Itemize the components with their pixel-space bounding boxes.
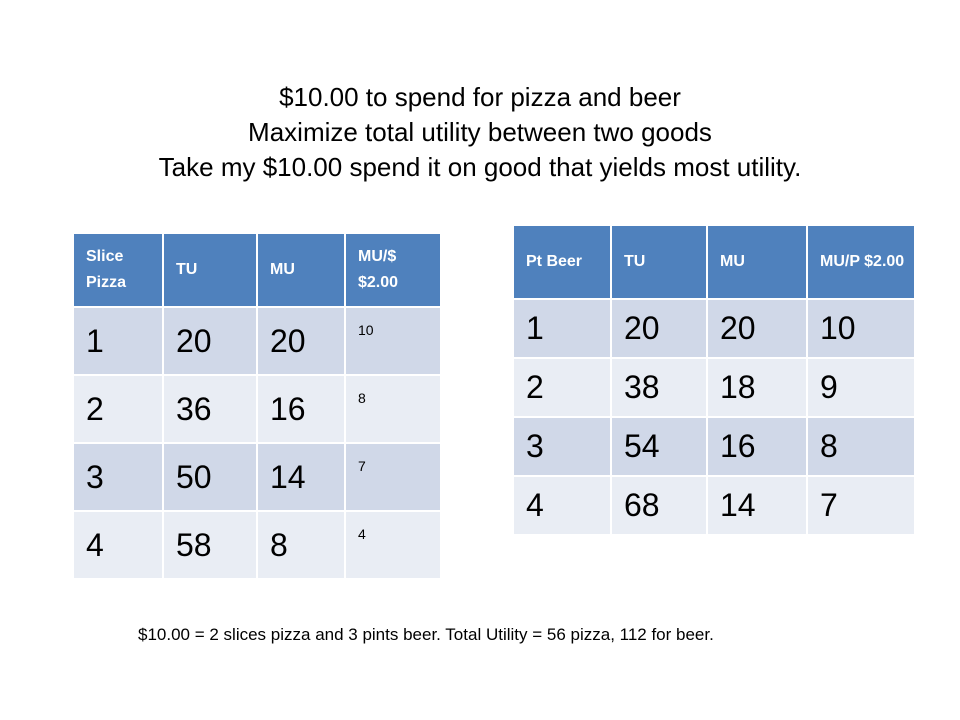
cell-tu: 54 (610, 416, 708, 477)
cell-mu-per-dollar: 4 (344, 510, 442, 580)
table-row: 1 20 20 10 (72, 306, 442, 376)
cell-quantity: 2 (72, 374, 164, 444)
cell-quantity: 4 (512, 475, 612, 536)
header-mu: MU (706, 224, 808, 300)
slide-title: $10.00 to spend for pizza and beer Maxim… (0, 80, 960, 185)
title-line-3: Take my $10.00 spend it on good that yie… (158, 152, 802, 182)
cell-quantity: 4 (72, 510, 164, 580)
cell-quantity: 1 (72, 306, 164, 376)
table-row: 2 38 18 9 (512, 357, 916, 418)
header-mu-per-dollar: MU/$ $2.00 (344, 232, 442, 308)
pizza-utility-table: Slice Pizza TU MU MU/$ $2.00 1 20 20 10 … (72, 232, 442, 580)
cell-quantity: 3 (72, 442, 164, 512)
cell-mu: 16 (706, 416, 808, 477)
header-pt-beer: Pt Beer (512, 224, 612, 300)
table-header-row: Slice Pizza TU MU MU/$ $2.00 (72, 232, 442, 308)
cell-mu: 16 (256, 374, 346, 444)
cell-mu: 14 (706, 475, 808, 536)
table-row: 1 20 20 10 (512, 298, 916, 359)
cell-mu-per-price: 7 (806, 475, 916, 536)
cell-mu-per-price: 9 (806, 357, 916, 418)
cell-mu: 18 (706, 357, 808, 418)
cell-mu-per-price: 10 (806, 298, 916, 359)
title-line-2: Maximize total utility between two goods (248, 117, 712, 147)
header-mu: MU (256, 232, 346, 308)
cell-mu-per-dollar: 8 (344, 374, 442, 444)
beer-utility-table: Pt Beer TU MU MU/P $2.00 1 20 20 10 2 38… (512, 224, 916, 536)
cell-tu: 68 (610, 475, 708, 536)
cell-mu-per-dollar: 7 (344, 442, 442, 512)
header-tu: TU (610, 224, 708, 300)
cell-tu: 50 (162, 442, 258, 512)
cell-quantity: 2 (512, 357, 612, 418)
cell-tu: 20 (610, 298, 708, 359)
cell-tu: 36 (162, 374, 258, 444)
header-tu: TU (162, 232, 258, 308)
cell-mu: 20 (706, 298, 808, 359)
summary-note: $10.00 = 2 slices pizza and 3 pints beer… (138, 625, 714, 644)
cell-mu: 14 (256, 442, 346, 512)
cell-mu-per-dollar: 10 (344, 306, 442, 376)
header-mu-per-price: MU/P $2.00 (806, 224, 916, 300)
table-row: 4 58 8 4 (72, 510, 442, 580)
table-row: 2 36 16 8 (72, 374, 442, 444)
title-line-1: $10.00 to spend for pizza and beer (279, 82, 681, 112)
header-slice-pizza: Slice Pizza (72, 232, 164, 308)
cell-mu: 20 (256, 306, 346, 376)
cell-mu: 8 (256, 510, 346, 580)
table-row: 3 50 14 7 (72, 442, 442, 512)
cell-tu: 20 (162, 306, 258, 376)
cell-quantity: 3 (512, 416, 612, 477)
cell-tu: 38 (610, 357, 708, 418)
table-row: 4 68 14 7 (512, 475, 916, 536)
table-row: 3 54 16 8 (512, 416, 916, 477)
cell-mu-per-price: 8 (806, 416, 916, 477)
table-header-row: Pt Beer TU MU MU/P $2.00 (512, 224, 916, 300)
cell-quantity: 1 (512, 298, 612, 359)
cell-tu: 58 (162, 510, 258, 580)
